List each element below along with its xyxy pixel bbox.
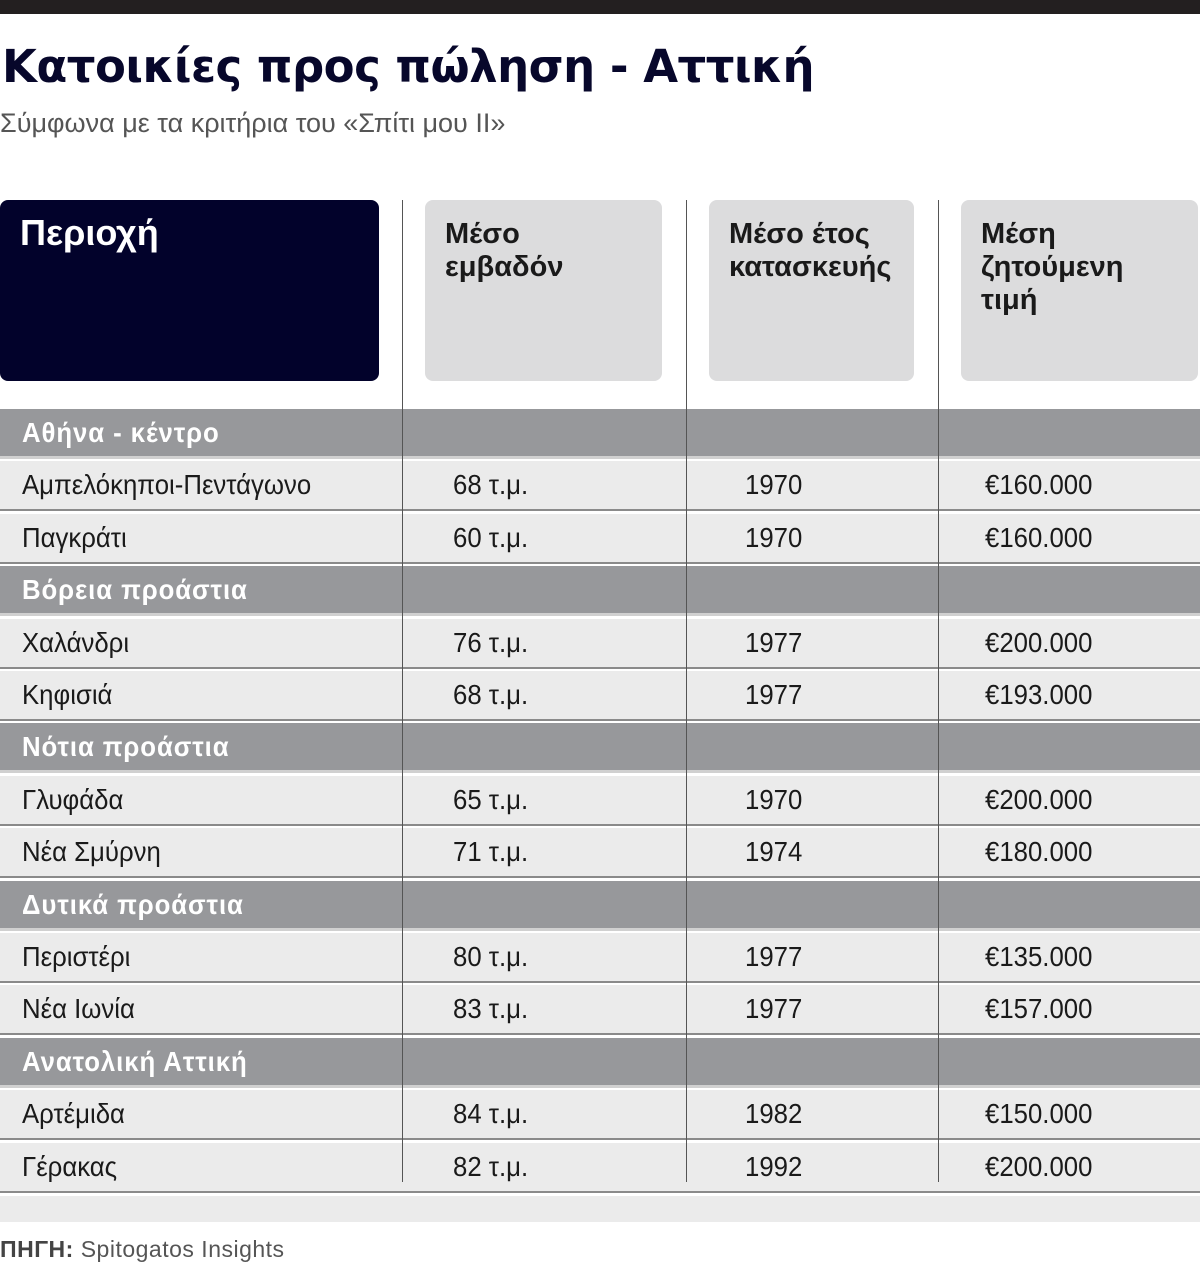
table-row: Αμπελόκηποι-Πεντάγωνο 68 τ.μ. 1970 €160.000 [0,461,1200,512]
category-label: Αθήνα - κέντρο [22,417,220,448]
category-row: Αθήνα - κέντρο [0,409,1200,459]
table-row: Χαλάνδρι 76 τ.μ. 1977 €200.000 [0,618,1200,669]
source-text: Spitogatos Insights [80,1236,285,1262]
column-header-label: Μέσο εμβαδόν [445,218,564,283]
cell-year: 1977 [745,679,803,710]
cell-size: 68 τ.μ. [453,469,529,501]
cell-size: 80 τ.μ. [453,941,529,972]
cell-year: 1977 [745,626,803,658]
table-row: Νέα Ιωνία 83 τ.μ. 1977 €157.000 [0,985,1200,1036]
cell-year: 1974 [745,836,803,868]
table-row: Γλυφάδα 65 τ.μ. 1970 €200.000 [0,775,1200,826]
table-bottom-strip [0,1196,1200,1222]
column-header-area: Περιοχή [0,200,379,381]
cell-price: €157.000 [985,993,1093,1025]
cell-area: Παγκράτι [22,521,127,553]
cell-year: 1992 [745,1150,803,1182]
cell-area: Γλυφάδα [22,783,124,815]
cell-size: 68 τ.μ. [453,679,529,710]
cell-area: Νέα Ιωνία [22,993,135,1025]
cell-area: Αρτέμιδα [22,1098,125,1130]
category-row: Βόρεια προάστια [0,566,1200,617]
table-row: Περιστέρι 80 τ.μ. 1977 €135.000 [0,933,1200,983]
category-label: Ανατολική Αττική [22,1045,248,1077]
cell-year: 1977 [745,941,803,972]
cell-size: 65 τ.μ. [453,783,529,815]
source-note: ΠΗΓΗ: Spitogatos Insights [0,1236,285,1263]
source-label: ΠΗΓΗ: [0,1236,74,1262]
cell-year: 1970 [745,783,803,815]
chart-title: Κατοικίες προς πώληση - Αττική [2,40,815,93]
cell-size: 83 τ.μ. [453,993,529,1025]
cell-area: Νέα Σμύρνη [22,836,161,868]
category-label: Νότια προάστια [22,731,230,763]
column-header-label: Μέση ζητούμενη τιμή [981,218,1124,316]
table-row: Γέρακας 82 τ.μ. 1992 €200.000 [0,1142,1200,1193]
category-row: Νότια προάστια [0,723,1200,774]
chart-subtitle: Σύμφωνα με τα κριτήρια του «Σπίτι μου ΙΙ… [0,108,506,138]
cell-price: €200.000 [985,783,1093,815]
cell-price: €193.000 [985,679,1093,710]
cell-price: €200.000 [985,626,1093,658]
cell-size: 84 τ.μ. [453,1098,529,1130]
cell-price: €160.000 [985,521,1093,553]
cell-size: 76 τ.μ. [453,626,529,658]
cell-price: €200.000 [985,1150,1093,1182]
table-row: Νέα Σμύρνη 71 τ.μ. 1974 €180.000 [0,828,1200,879]
column-header-label: Μέσο έτος κατασκευής [729,218,892,283]
table-row: Κηφισιά 68 τ.μ. 1977 €193.000 [0,671,1200,721]
table-row: Αρτέμιδα 84 τ.μ. 1982 €150.000 [0,1090,1200,1141]
column-header-year: Μέσο έτος κατασκευής [709,200,914,381]
cell-year: 1970 [745,469,803,501]
cell-price: €150.000 [985,1098,1093,1130]
cell-price: €160.000 [985,469,1093,501]
cell-size: 60 τ.μ. [453,521,529,553]
column-header-price: Μέση ζητούμενη τιμή [961,200,1198,381]
cell-area: Γέρακας [22,1150,118,1182]
cell-area: Περιστέρι [22,941,131,972]
top-bar [0,0,1200,14]
cell-year: 1982 [745,1098,803,1130]
category-label: Δυτικά προάστια [22,888,244,920]
table-row: Παγκράτι 60 τ.μ. 1970 €160.000 [0,513,1200,564]
column-divider [686,200,687,1182]
cell-area: Χαλάνδρι [22,626,130,658]
column-divider [402,200,403,1182]
column-header-area-size: Μέσο εμβαδόν [425,200,662,381]
category-row: Ανατολική Αττική [0,1037,1200,1088]
category-row: Δυτικά προάστια [0,880,1200,931]
cell-size: 71 τ.μ. [453,836,529,868]
cell-area: Κηφισιά [22,679,113,710]
cell-size: 82 τ.μ. [453,1150,529,1182]
cell-area: Αμπελόκηποι-Πεντάγωνο [22,469,312,501]
cell-price: €135.000 [985,941,1093,972]
cell-year: 1977 [745,993,803,1025]
column-divider [938,200,939,1182]
cell-price: €180.000 [985,836,1093,868]
cell-year: 1970 [745,521,803,553]
category-label: Βόρεια προάστια [22,574,248,606]
